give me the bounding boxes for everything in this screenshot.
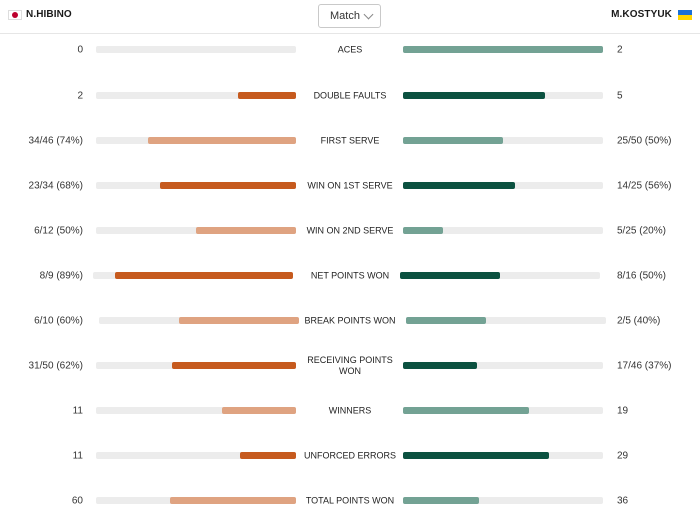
stat-label: UNFORCED ERRORS bbox=[303, 450, 396, 461]
player-left: N.HIBINO bbox=[8, 9, 72, 20]
stat-left-bar-track bbox=[96, 92, 296, 99]
stat-left-bar-fill bbox=[238, 92, 296, 99]
stat-row: 11 WINNERS 19 bbox=[0, 396, 700, 426]
stat-left-bar-track bbox=[96, 452, 296, 459]
player-right-name: M.KOSTYUK bbox=[611, 9, 672, 20]
stat-right-bar-fill bbox=[406, 317, 486, 324]
stat-left-bar-track bbox=[96, 227, 296, 234]
period-select[interactable]: Match bbox=[318, 4, 381, 28]
stat-label: RECEIVING POINTS WON bbox=[307, 355, 393, 376]
stat-label: WIN ON 2ND SERVE bbox=[306, 225, 394, 236]
stat-left-bar-fill bbox=[160, 182, 296, 189]
stat-label: BREAK POINTS WON bbox=[304, 315, 396, 326]
stat-row: 23/34 (68%) WIN ON 1ST SERVE 14/25 (56%) bbox=[0, 171, 700, 201]
stat-left-bar-track bbox=[96, 497, 296, 504]
stat-left-value: 60 bbox=[71, 495, 83, 507]
stat-left-bar-fill bbox=[148, 137, 296, 144]
stat-right-bar-fill bbox=[403, 407, 529, 414]
stat-right-bar-track bbox=[403, 362, 603, 369]
stat-right-bar-track bbox=[403, 92, 603, 99]
stat-left-bar-track bbox=[93, 272, 293, 279]
stat-right-bar-fill bbox=[403, 46, 603, 53]
stat-right-value: 5 bbox=[617, 90, 623, 102]
period-select-value: Match bbox=[330, 10, 360, 22]
stat-right-bar-track bbox=[403, 46, 603, 53]
stat-right-value: 25/50 (50%) bbox=[617, 135, 672, 147]
stat-left-value: 11 bbox=[72, 450, 83, 462]
stat-right-bar-track bbox=[403, 497, 603, 504]
match-header: N.HIBINO Match M.KOSTYUK bbox=[0, 0, 700, 34]
stat-right-value: 19 bbox=[617, 405, 629, 417]
stat-right-value: 2/5 (40%) bbox=[617, 315, 661, 327]
stat-left-bar-fill bbox=[172, 362, 296, 369]
stat-right-bar-track bbox=[403, 182, 603, 189]
stat-left-bar-track bbox=[96, 46, 296, 53]
stat-row: 11 UNFORCED ERRORS 29 bbox=[0, 441, 700, 471]
stat-right-bar-fill bbox=[403, 497, 479, 504]
stat-right-bar-fill bbox=[403, 362, 477, 369]
stat-right-value: 17/46 (37%) bbox=[617, 360, 672, 372]
stat-left-bar-fill bbox=[115, 272, 293, 279]
stat-left-bar-track bbox=[96, 362, 296, 369]
stat-right-bar-fill bbox=[403, 137, 503, 144]
stat-right-bar-fill bbox=[400, 272, 500, 279]
japan-flag-icon bbox=[8, 9, 22, 20]
stat-left-value: 31/50 (62%) bbox=[28, 360, 83, 372]
stat-row: 31/50 (62%) RECEIVING POINTS WON 17/46 (37… bbox=[0, 351, 700, 381]
ukraine-flag-icon bbox=[678, 9, 692, 20]
stat-left-bar-track bbox=[96, 182, 296, 189]
stat-left-value: 0 bbox=[77, 44, 83, 56]
stat-right-value: 5/25 (20%) bbox=[617, 225, 666, 237]
stat-label: NET POINTS WON bbox=[310, 270, 390, 281]
stat-right-bar-fill bbox=[403, 182, 515, 189]
stat-right-value: 29 bbox=[617, 450, 629, 462]
stat-row: 2 DOUBLE FAULTS 5 bbox=[0, 81, 700, 111]
stat-left-bar-fill bbox=[222, 407, 296, 414]
stat-left-bar-track bbox=[99, 317, 299, 324]
stat-right-value: 36 bbox=[617, 495, 629, 507]
stat-label: TOTAL POINTS WON bbox=[305, 495, 395, 506]
stat-left-value: 8/9 (89%) bbox=[39, 270, 83, 282]
stat-right-bar-fill bbox=[403, 227, 443, 234]
stat-left-bar-fill bbox=[196, 227, 296, 234]
stat-right-value: 8/16 (50%) bbox=[617, 270, 666, 282]
stat-right-bar-fill bbox=[403, 452, 549, 459]
stat-right-bar-track bbox=[406, 317, 606, 324]
stat-row: 60 TOTAL POINTS WON 36 bbox=[0, 486, 700, 516]
stat-left-value: 2 bbox=[77, 90, 83, 102]
stat-left-value: 23/34 (68%) bbox=[28, 180, 83, 192]
stat-row: 6/12 (50%) WIN ON 2ND SERVE 5/25 (20%) bbox=[0, 216, 700, 246]
stat-label: FIRST SERVE bbox=[320, 135, 380, 146]
player-right: M.KOSTYUK bbox=[611, 9, 692, 20]
stat-right-bar-track bbox=[403, 452, 603, 459]
stat-left-bar-fill bbox=[170, 497, 296, 504]
stat-right-bar-track bbox=[400, 272, 600, 279]
stat-left-bar-fill bbox=[179, 317, 299, 324]
stat-left-value: 6/12 (50%) bbox=[34, 225, 83, 237]
stat-right-value: 2 bbox=[617, 44, 623, 56]
stat-left-value: 34/46 (74%) bbox=[28, 135, 83, 147]
stat-label: DOUBLE FAULTS bbox=[313, 90, 387, 101]
stat-left-value: 11 bbox=[72, 405, 83, 417]
stat-left-bar-fill bbox=[240, 452, 296, 459]
stat-right-bar-fill bbox=[403, 92, 545, 99]
stat-right-value: 14/25 (56%) bbox=[617, 180, 672, 192]
stat-row: 0 ACES 2 bbox=[0, 35, 700, 65]
stat-left-bar-track bbox=[96, 407, 296, 414]
player-left-name: N.HIBINO bbox=[26, 9, 72, 20]
stat-left-value: 6/10 (60%) bbox=[34, 315, 83, 327]
stat-row: 34/46 (74%) FIRST SERVE 25/50 (50%) bbox=[0, 126, 700, 156]
stat-row: 8/9 (89%) NET POINTS WON 8/16 (50%) bbox=[0, 261, 700, 291]
stat-left-bar-track bbox=[96, 137, 296, 144]
stat-label: WIN ON 1ST SERVE bbox=[307, 180, 393, 191]
stat-right-bar-track bbox=[403, 137, 603, 144]
stat-label: ACES bbox=[337, 44, 363, 55]
stat-right-bar-track bbox=[403, 227, 603, 234]
stat-label: WINNERS bbox=[328, 405, 372, 416]
chevron-down-icon bbox=[363, 9, 374, 20]
stat-row: 6/10 (60%) BREAK POINTS WON 2/5 (40%) bbox=[0, 306, 700, 336]
stat-right-bar-track bbox=[403, 407, 603, 414]
